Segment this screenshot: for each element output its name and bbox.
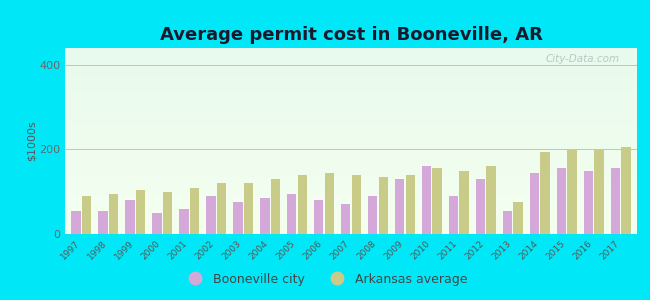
Bar: [190, 188, 199, 234]
Bar: [476, 179, 486, 234]
Bar: [540, 152, 550, 234]
Bar: [82, 196, 91, 234]
Bar: [125, 200, 135, 234]
Bar: [594, 149, 604, 234]
Bar: [514, 202, 523, 234]
Bar: [152, 213, 162, 234]
Bar: [460, 171, 469, 234]
Text: City-Data.com: City-Data.com: [546, 54, 620, 64]
Bar: [449, 196, 458, 234]
Bar: [584, 171, 593, 234]
Bar: [432, 169, 442, 234]
Bar: [341, 204, 350, 234]
Bar: [530, 173, 540, 234]
Title: Average permit cost in Booneville, AR: Average permit cost in Booneville, AR: [159, 26, 543, 44]
Bar: [109, 194, 118, 234]
Bar: [162, 192, 172, 234]
Bar: [233, 202, 242, 234]
Bar: [136, 190, 145, 234]
Bar: [422, 167, 432, 234]
Bar: [378, 177, 388, 234]
Bar: [179, 208, 188, 234]
Bar: [557, 169, 566, 234]
Bar: [287, 194, 296, 234]
Bar: [260, 198, 270, 234]
Y-axis label: $1000s: $1000s: [26, 121, 36, 161]
Bar: [98, 211, 108, 234]
Bar: [72, 211, 81, 234]
Bar: [621, 147, 630, 234]
Bar: [503, 211, 512, 234]
Bar: [611, 169, 620, 234]
Bar: [395, 179, 404, 234]
Bar: [270, 179, 280, 234]
Bar: [244, 183, 253, 234]
Bar: [314, 200, 324, 234]
Legend: Booneville city, Arkansas average: Booneville city, Arkansas average: [177, 268, 473, 291]
Bar: [206, 196, 216, 234]
Bar: [324, 173, 334, 234]
Bar: [216, 183, 226, 234]
Bar: [486, 167, 496, 234]
Bar: [352, 175, 361, 234]
Bar: [406, 175, 415, 234]
Bar: [567, 149, 577, 234]
Bar: [368, 196, 378, 234]
Bar: [298, 175, 307, 234]
